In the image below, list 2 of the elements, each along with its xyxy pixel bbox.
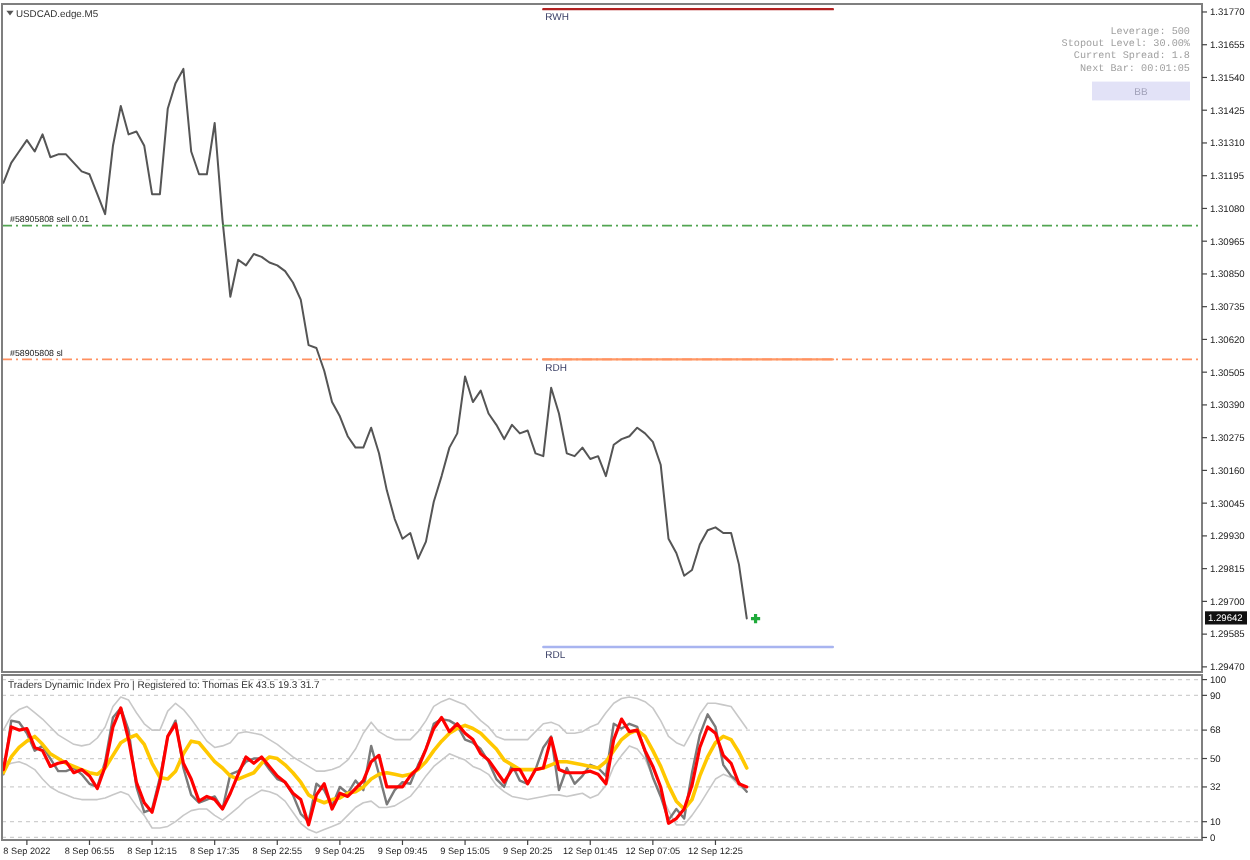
line-series bbox=[2, 723, 749, 811]
line-series bbox=[2, 67, 748, 620]
